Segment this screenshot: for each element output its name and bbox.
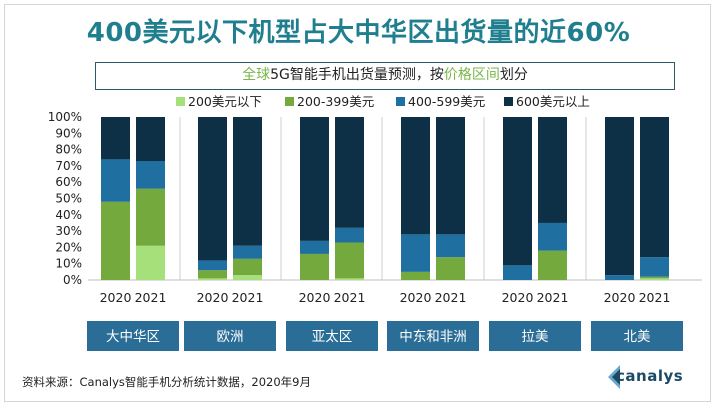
canalys-logo-text: canalys: [616, 367, 684, 385]
legend-swatch: [396, 97, 405, 106]
subtitle-part-4: 划分: [499, 67, 528, 83]
region-label: 北美: [624, 329, 651, 345]
legend-swatch: [176, 97, 185, 106]
chart-subtitle-box: 全球5G智能手机出货量预测，按价格区间划分: [95, 62, 675, 90]
bar-segment: [335, 242, 364, 279]
bar-segment: [640, 278, 669, 280]
region-label-box: [489, 321, 581, 351]
y-tick-label: 0%: [63, 273, 82, 287]
x-tick-label: 2020: [100, 290, 132, 305]
bar-segment: [233, 117, 262, 246]
x-tick-label: 2021: [537, 290, 569, 305]
bar-segment: [335, 278, 364, 280]
legend-label: 200美元以下: [188, 94, 262, 109]
y-tick-label: 80%: [55, 143, 82, 157]
region-label-box: [184, 321, 276, 351]
bar-segment: [198, 278, 227, 280]
x-tick-label: 2021: [232, 290, 264, 305]
bar-segment: [436, 117, 465, 235]
bar-segment: [538, 117, 567, 223]
region-label: 拉美: [522, 329, 549, 345]
y-tick-label: 100%: [48, 110, 82, 124]
region-label-box: [591, 321, 683, 351]
y-tick-label: 60%: [55, 175, 82, 189]
bar-segment: [198, 260, 227, 271]
y-tick-label: 50%: [55, 192, 82, 206]
subtitle-part-1: 全球: [242, 67, 271, 83]
y-tick-label: 70%: [55, 159, 82, 173]
canalys-logo-icon: [608, 365, 620, 389]
region-label-box: [87, 321, 179, 351]
legend-swatch: [504, 97, 513, 106]
legend-label: 400-599美元: [408, 94, 485, 109]
region-label: 大中华区: [106, 329, 160, 345]
bar-segment: [436, 257, 465, 280]
region-label-box: [286, 321, 378, 351]
bar-segment: [401, 234, 430, 272]
legend-label: 600美元以上: [516, 94, 590, 109]
x-tick-label: 2021: [435, 290, 467, 305]
bar-segment: [401, 117, 430, 235]
bar-segment: [640, 117, 669, 258]
bar-segment: [335, 117, 364, 228]
legend-swatch: [285, 97, 294, 106]
bar-segment: [335, 227, 364, 243]
region-label: 中东和非洲: [399, 329, 467, 345]
x-tick-label: 2020: [400, 290, 432, 305]
region-label-box: [387, 321, 479, 351]
subtitle-part-2: 5G智能手机出货量预测，按: [270, 67, 444, 83]
x-tick-label: 2020: [299, 290, 331, 305]
bar-segment: [640, 276, 669, 279]
bar-segment: [136, 188, 165, 246]
x-tick-label: 2020: [502, 290, 534, 305]
y-tick-label: 90%: [55, 126, 82, 140]
x-tick-label: 2021: [135, 290, 167, 305]
legend-label: 200-399美元: [297, 94, 374, 109]
x-tick-label: 2021: [334, 290, 366, 305]
x-tick-label: 2020: [197, 290, 229, 305]
bar-segment: [436, 234, 465, 258]
region-label: 欧洲: [217, 329, 244, 345]
bar-segment: [101, 159, 130, 202]
bar-segment: [300, 253, 329, 280]
bar-segment: [605, 275, 634, 280]
region-label: 亚太区: [312, 329, 353, 345]
bar-segment: [503, 117, 532, 266]
bar-segment: [605, 117, 634, 276]
bar-segment: [136, 245, 165, 280]
y-tick-label: 10%: [55, 257, 82, 271]
chart-title: 400美元以下机型占大中华区出货量的近60%: [86, 18, 631, 48]
bar-segment: [136, 161, 165, 189]
bar-segment: [136, 117, 165, 162]
source-footnote: 资料来源：Canalys智能手机分析统计数据，2020年9月: [22, 375, 311, 389]
bar-segment: [101, 201, 130, 280]
y-tick-label: 20%: [55, 240, 82, 254]
x-tick-label: 2020: [604, 290, 636, 305]
bar-segment: [300, 117, 329, 241]
slide-frame: [4, 4, 711, 402]
y-tick-label: 40%: [55, 208, 82, 222]
bar-segment: [300, 240, 329, 254]
subtitle-part-3: 价格区间: [443, 67, 500, 83]
bar-segment: [538, 250, 567, 280]
bar-segment: [198, 117, 227, 261]
bar-segment: [233, 258, 262, 276]
bar-segment: [233, 275, 262, 280]
bar-segment: [503, 265, 532, 280]
y-tick-label: 30%: [55, 224, 82, 238]
bar-segment: [233, 245, 262, 259]
bar-segment: [101, 117, 130, 160]
bar-segment: [401, 271, 430, 280]
bar-segment: [640, 257, 669, 277]
bar-segment: [538, 222, 567, 251]
x-tick-label: 2021: [639, 290, 671, 305]
bar-segment: [198, 270, 227, 279]
